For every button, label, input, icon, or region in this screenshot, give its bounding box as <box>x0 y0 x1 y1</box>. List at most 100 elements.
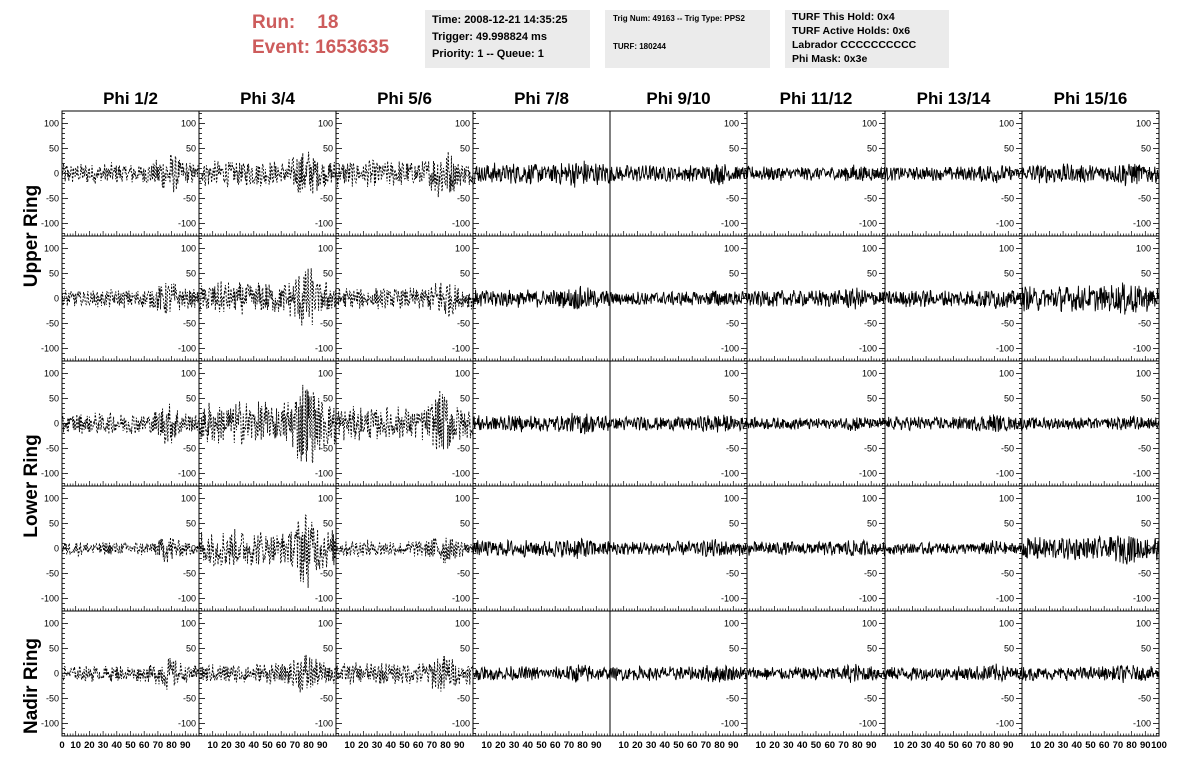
x-axis-label-phi-1-2: 90 <box>180 740 191 751</box>
panel-r3-phi-15-16-ylabel: 50 <box>1141 394 1151 404</box>
panel-r3-phi-11-12-ylabel: -50 <box>864 444 877 454</box>
panel-r2-phi-3-4-ylabel: -50 <box>183 319 196 329</box>
panel-r2-phi-9-10-trace <box>609 290 748 306</box>
panel-r5-phi-9-10-ylabel: 100 <box>724 619 739 629</box>
panel-r1-phi-3-4-frame <box>198 110 337 237</box>
panel-r3-phi-15-16-ylabel: -100 <box>1133 469 1151 479</box>
panel-r2-phi-15-16-trace <box>1021 282 1160 315</box>
column-title-phi-15-16: Phi 15/16 <box>1054 89 1128 108</box>
panel-r2-phi-9-10-ylabel: 50 <box>729 269 739 279</box>
x-axis-label-phi-15-16: 30 <box>1058 740 1069 751</box>
panel-r2-phi-7-8-ylabel: 50 <box>460 269 470 279</box>
x-axis-label-phi-13-14: 10 <box>893 740 904 751</box>
panel-r5-phi-1-2-ylabel: 50 <box>49 644 59 654</box>
panel-r4-phi-1-2-ylabel: 50 <box>49 519 59 529</box>
x-axis-label-phi-13-14: 30 <box>921 740 932 751</box>
panel-r2-phi-9-10-ylabel: 100 <box>724 244 739 254</box>
panel-r5-phi-5-6-ylabel: 0 <box>328 669 333 679</box>
trig-num-text: Trig Num: 49163 -- Trig Type: PPS2 <box>613 14 745 23</box>
x-axis-label-phi-13-14: 80 <box>989 740 1000 751</box>
panel-r1-phi-1-2-trace <box>61 154 200 193</box>
x-axis-label-phi-3-4: 10 <box>207 740 218 751</box>
x-axis-label-phi-5-6: 10 <box>344 740 355 751</box>
panel-r1-phi-13-14-ylabel: -100 <box>996 219 1014 229</box>
panel-r4-phi-15-16-trace <box>1021 534 1160 565</box>
panel-r4-phi-9-10-ylabel: 100 <box>724 494 739 504</box>
panel-r5-phi-11-12-ylabel: 50 <box>867 644 877 654</box>
x-axis-label-phi-13-14: 60 <box>962 740 973 751</box>
x-axis-label-phi-7-8: 70 <box>564 740 575 751</box>
panel-r1-phi-9-10-trace <box>609 164 748 186</box>
x-axis-label-phi-11-12: 90 <box>866 740 877 751</box>
panel-r1-phi-1-2-ylabel: -100 <box>41 219 59 229</box>
x-axis-label-phi-7-8: 90 <box>591 740 602 751</box>
panel-r3-phi-9-10-ylabel: 100 <box>724 369 739 379</box>
run-value: 18 <box>317 12 339 33</box>
x-axis-label-phi-1-2: 60 <box>139 740 150 751</box>
panel-r2-phi-13-14-ylabel: -50 <box>1001 319 1014 329</box>
x-axis-label-phi-3-4: 70 <box>290 740 301 751</box>
x-axis-label-phi-13-14: 70 <box>976 740 987 751</box>
panel-r5-phi-13-14-ylabel: -100 <box>996 719 1014 729</box>
panel-r5-phi-1-2-ylabel: 0 <box>54 669 59 679</box>
panel-r5-phi-9-10-ylabel: -50 <box>726 694 739 704</box>
panel-r3-phi-9-10-ylabel: 50 <box>729 394 739 404</box>
x-axis-label-phi-11-12: 80 <box>852 740 863 751</box>
panel-r2-phi-5-6-trace <box>335 282 474 318</box>
x-axis-label-phi-11-12: 10 <box>756 740 767 751</box>
trigger-info-box: Trig Num: 49163 -- Trig Type: PPS2 TURF:… <box>605 10 770 68</box>
panel-r3-phi-15-16-trace <box>1021 415 1160 431</box>
panel-r1-phi-15-16-ylabel: 100 <box>1136 119 1151 129</box>
panel-r3-phi-15-16-ylabel: -50 <box>1138 444 1151 454</box>
x-axis-label-phi-7-8: 60 <box>550 740 561 751</box>
panel-r1-phi-9-10-ylabel: -100 <box>721 219 739 229</box>
time-info-box: Time: 2008-12-21 14:35:25 Trigger: 49.99… <box>425 10 590 68</box>
panel-r2-phi-11-12-ylabel: -50 <box>864 319 877 329</box>
panel-r2-phi-5-6-ylabel: 0 <box>328 294 333 304</box>
panel-r3-phi-13-14-trace <box>884 414 1023 432</box>
panel-r1-phi-11-12-ylabel: 100 <box>862 119 877 129</box>
panel-r4-phi-5-6-ylabel: -100 <box>315 594 333 604</box>
panel-r5-phi-7-8-ylabel: -50 <box>457 694 470 704</box>
panel-r2-phi-11-12-ylabel: 0 <box>872 294 877 304</box>
x-axis-label-phi-9-10: 50 <box>673 740 684 751</box>
panel-r4-phi-1-2-ylabel: 0 <box>54 544 59 554</box>
panel-r2-phi-1-2-ylabel: 50 <box>49 269 59 279</box>
panel-r3-phi-13-14-ylabel: -50 <box>1001 444 1014 454</box>
x-axis-label-phi-5-6: 60 <box>413 740 424 751</box>
panel-r1-phi-3-4-trace <box>198 151 337 194</box>
panel-r3-phi-7-8-ylabel: 50 <box>460 394 470 404</box>
x-axis-label-phi-9-10: 40 <box>660 740 671 751</box>
panel-r2-phi-1-2-ylabel: -50 <box>46 319 59 329</box>
panel-r2-phi-7-8-trace <box>472 285 611 310</box>
x-axis-label-phi-9-10: 80 <box>714 740 725 751</box>
panel-r1-phi-3-4-ylabel: -100 <box>178 219 196 229</box>
panel-r1-phi-5-6-ylabel: 0 <box>328 169 333 179</box>
x-axis-label-phi-3-4: 30 <box>235 740 246 751</box>
panel-r3-phi-3-4-ylabel: -100 <box>178 469 196 479</box>
panel-r2-phi-7-8-ylabel: -100 <box>452 344 470 354</box>
panel-r3-phi-7-8-ylabel: 0 <box>465 419 470 429</box>
x-axis-label-phi-3-4: 80 <box>303 740 314 751</box>
event-label: Event: <box>252 37 311 58</box>
x-axis-label-phi-1-2: 30 <box>98 740 109 751</box>
panel-r4-phi-15-16-ylabel: -100 <box>1133 594 1151 604</box>
panel-r1-phi-3-4-ylabel: 50 <box>186 144 196 154</box>
panel-r5-phi-3-4-trace <box>198 654 337 693</box>
x-axis-label-phi-15-16: 20 <box>1044 740 1055 751</box>
panel-r4-phi-1-2-trace <box>61 537 200 563</box>
event-line: Event: 1653635 <box>252 35 389 60</box>
column-title-phi-9-10: Phi 9/10 <box>646 89 710 108</box>
x-axis-label-phi-15-16: 50 <box>1085 740 1096 751</box>
panel-r5-phi-11-12-ylabel: 100 <box>862 619 877 629</box>
panel-r1-phi-11-12-trace <box>746 164 886 182</box>
panel-r4-phi-3-4-ylabel: 50 <box>186 519 196 529</box>
x-axis-label-phi-5-6: 40 <box>386 740 397 751</box>
panel-r4-phi-1-2-ylabel: -100 <box>41 594 59 604</box>
panel-r4-phi-11-12-ylabel: -100 <box>859 594 877 604</box>
priority-text: Priority: 1 -- Queue: 1 <box>432 48 544 60</box>
panel-r2-phi-13-14-ylabel: 100 <box>999 244 1014 254</box>
trigger-text: Trigger: 49.998824 ms <box>432 31 547 43</box>
panel-r4-phi-13-14-ylabel: -100 <box>996 594 1014 604</box>
panel-r2-phi-5-6-ylabel: -100 <box>315 344 333 354</box>
